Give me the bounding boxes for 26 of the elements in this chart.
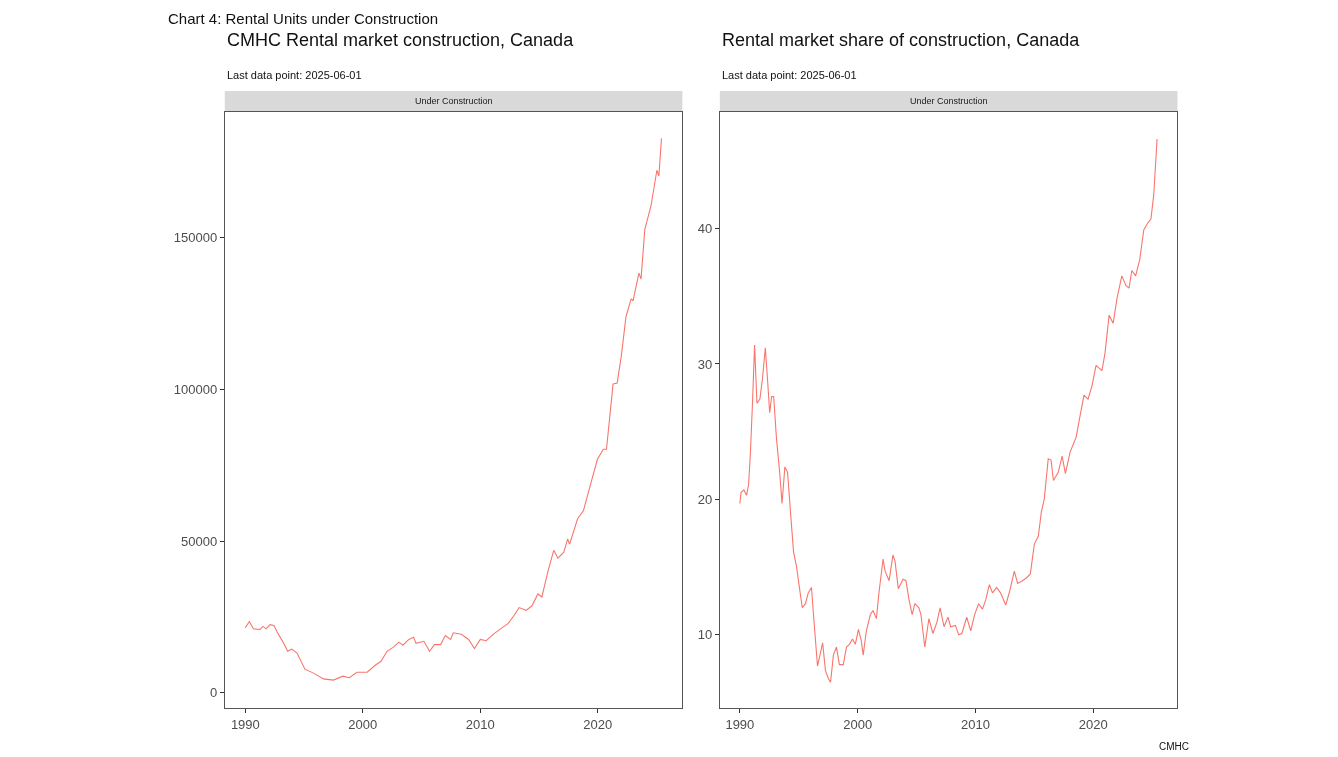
- line-series: [739, 138, 1158, 683]
- y-tick-label: 20: [697, 491, 713, 507]
- y-tick-label: 0: [209, 685, 218, 701]
- text: Under Construction: [415, 96, 493, 106]
- x-tick-label: 2020: [1078, 716, 1108, 732]
- line-series: [244, 137, 663, 681]
- chart-subtitle: Last data point: 2025-06-01: [722, 69, 857, 81]
- x-tick-label: 2010: [960, 716, 990, 732]
- x-tick-label: 2000: [843, 716, 873, 732]
- x-tick-label: 1990: [230, 716, 260, 732]
- chart-subtitle: Last data point: 2025-06-01: [227, 69, 362, 81]
- y-tick-label: 30: [697, 356, 713, 372]
- text: CMHC: [1159, 741, 1189, 752]
- y-tick-label: 50000: [181, 533, 218, 549]
- x-tick-label: 2020: [583, 716, 613, 732]
- x-tick-label: 1990: [725, 716, 755, 732]
- chart-title: CMHC Rental market construction, Canada: [227, 30, 575, 50]
- y-tick-label: 150000: [173, 230, 218, 246]
- text: Under Construction: [910, 96, 988, 106]
- x-tick-label: 2000: [348, 716, 378, 732]
- y-tick-label: 10: [697, 627, 713, 643]
- y-tick-label: 100000: [173, 382, 218, 398]
- caption: Chart 4: Rental Units under Construction: [168, 10, 439, 27]
- chart-title: Rental market share of construction, Canada: [722, 30, 1081, 50]
- y-tick-label: 40: [697, 221, 713, 237]
- x-tick-label: 2010: [465, 716, 495, 732]
